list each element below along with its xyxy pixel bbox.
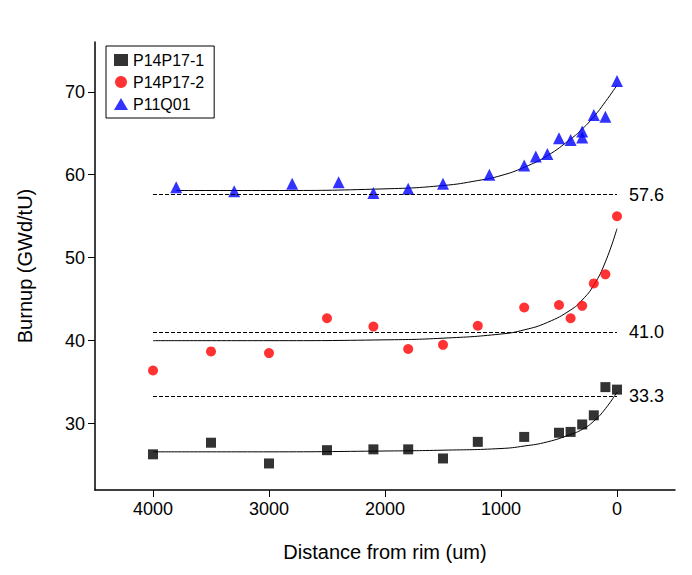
svg-text:33.3: 33.3 (629, 386, 664, 406)
svg-text:30: 30 (65, 414, 85, 434)
svg-text:P11Q01: P11Q01 (133, 96, 191, 113)
svg-text:1000: 1000 (481, 499, 521, 519)
svg-text:40: 40 (65, 331, 85, 351)
svg-text:0: 0 (612, 499, 622, 519)
svg-text:3000: 3000 (249, 499, 289, 519)
svg-text:Distance from rim (um): Distance from rim (um) (283, 541, 486, 563)
svg-text:60: 60 (65, 165, 85, 185)
svg-text:70: 70 (65, 82, 85, 102)
svg-text:P14P17-1: P14P17-1 (133, 52, 204, 69)
svg-text:41.0: 41.0 (629, 322, 664, 342)
svg-text:57.6: 57.6 (629, 185, 664, 205)
svg-text:Burnup (GWd/tU): Burnup (GWd/tU) (14, 189, 36, 343)
svg-text:P14P17-2: P14P17-2 (133, 74, 204, 91)
svg-text:2000: 2000 (365, 499, 405, 519)
svg-text:50: 50 (65, 248, 85, 268)
svg-text:4000: 4000 (133, 499, 173, 519)
